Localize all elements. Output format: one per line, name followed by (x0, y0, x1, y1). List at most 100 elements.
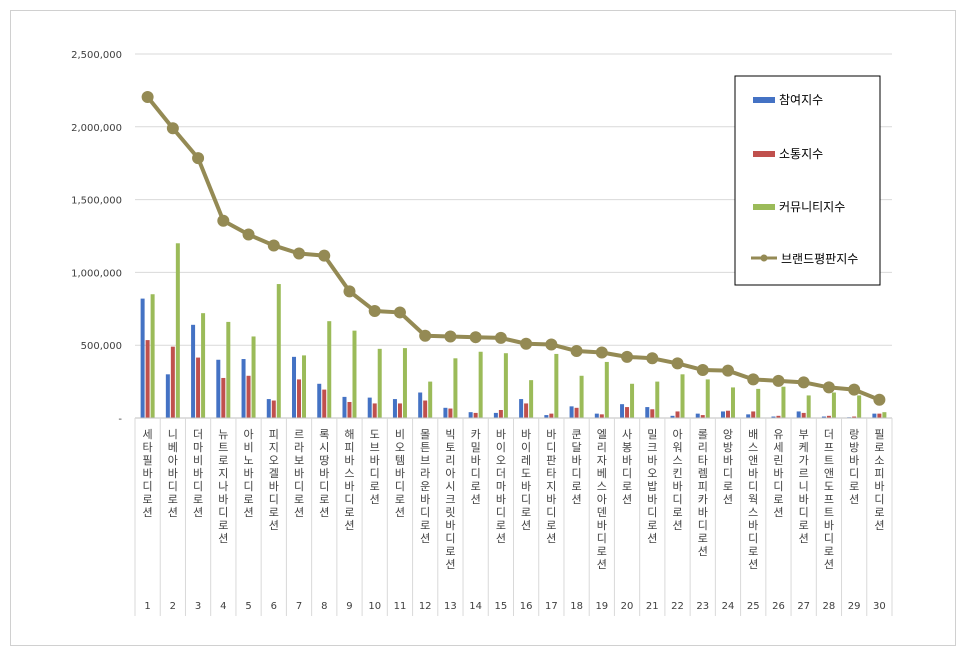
y-tick-label: 1,000,000 (71, 268, 122, 279)
x-category-number: 2 (170, 601, 176, 612)
x-category-number: 9 (346, 601, 352, 612)
bar-communication (448, 408, 453, 418)
bar-community (831, 392, 836, 418)
y-tick-label: 2,500,000 (71, 50, 122, 61)
bar-communication (347, 401, 352, 418)
brand-reputation-point (696, 363, 709, 376)
bar-communication (549, 413, 554, 418)
x-category-number: 6 (271, 601, 277, 612)
brand-reputation-point (494, 331, 507, 344)
x-category-number: 29 (848, 601, 861, 612)
brand-reputation-point (267, 239, 280, 252)
brand-reputation-point (192, 152, 205, 165)
bar-participation (140, 298, 145, 418)
x-category-number: 3 (195, 601, 201, 612)
x-category-number: 16 (520, 601, 533, 612)
legend-swatch-participation (753, 97, 775, 103)
x-category-number: 26 (772, 601, 785, 612)
y-axis-ticks: - 500,000 1,000,000 1,500,000 2,000,000 2,500… (71, 50, 122, 425)
x-category-number: 11 (394, 601, 407, 612)
bar-participation (392, 399, 397, 418)
bar-communication (322, 389, 327, 418)
bar-participation (620, 404, 625, 418)
x-category-number: 28 (823, 601, 836, 612)
bar-communication (524, 403, 529, 418)
bar-community (554, 353, 559, 418)
bar-community (226, 321, 231, 418)
brand-reputation-point (217, 214, 230, 227)
bar-communication (599, 414, 604, 418)
bar-communication (751, 411, 756, 418)
bar-communication (170, 346, 175, 418)
brand-reputation-point (368, 304, 381, 317)
brand-reputation-line (141, 90, 886, 406)
x-category-number: 15 (495, 601, 508, 612)
bar-communication (397, 403, 402, 418)
brand-reputation-point (822, 381, 835, 394)
bar-community (705, 379, 710, 418)
brand-reputation-point (545, 338, 558, 351)
brand-reputation-point (570, 345, 583, 358)
bar-communication (625, 407, 630, 418)
bar-communication (700, 415, 705, 418)
brand-reputation-point (797, 376, 810, 389)
bar-communication (498, 409, 503, 418)
legend-label-communication: 소통지수 (779, 147, 823, 161)
bar-communication (725, 410, 730, 418)
bar-participation (317, 383, 322, 418)
bar-community (503, 353, 508, 418)
x-category-number: 8 (321, 601, 327, 612)
bar-participation (872, 413, 877, 418)
bar-community (806, 395, 811, 418)
bar-communication (423, 400, 428, 418)
x-category-number: 22 (671, 601, 684, 612)
bars (140, 243, 887, 418)
bar-community (327, 321, 332, 418)
bar-participation (746, 414, 751, 418)
bar-community (857, 395, 862, 418)
bar-communication (776, 415, 781, 418)
x-category-number: 17 (545, 601, 558, 612)
brand-reputation-point (848, 383, 861, 396)
x-category-number: 14 (469, 601, 482, 612)
bar-participation (544, 415, 549, 418)
brand-reputation-point (444, 330, 457, 343)
x-category-number: 30 (873, 601, 886, 612)
legend-swatch-community (753, 204, 775, 210)
brand-reputation-point (747, 373, 760, 386)
x-category-number: 21 (646, 601, 659, 612)
brand-reputation-point (520, 337, 533, 350)
bar-communication (196, 357, 201, 418)
bar-community (730, 387, 735, 418)
bar-community (377, 348, 382, 418)
bar-participation (191, 324, 196, 418)
legend-label-community: 커뮤니티지수 (779, 200, 845, 214)
x-category-number: 10 (368, 601, 381, 612)
legend-label-brand-reputation: 브랜드평판지수 (781, 252, 858, 266)
bar-participation (569, 406, 574, 418)
brand-reputation-point (242, 228, 255, 241)
bar-participation (645, 407, 650, 418)
x-category-number: 4 (220, 601, 226, 612)
x-category-number: 25 (747, 601, 760, 612)
bar-communication (271, 400, 276, 418)
